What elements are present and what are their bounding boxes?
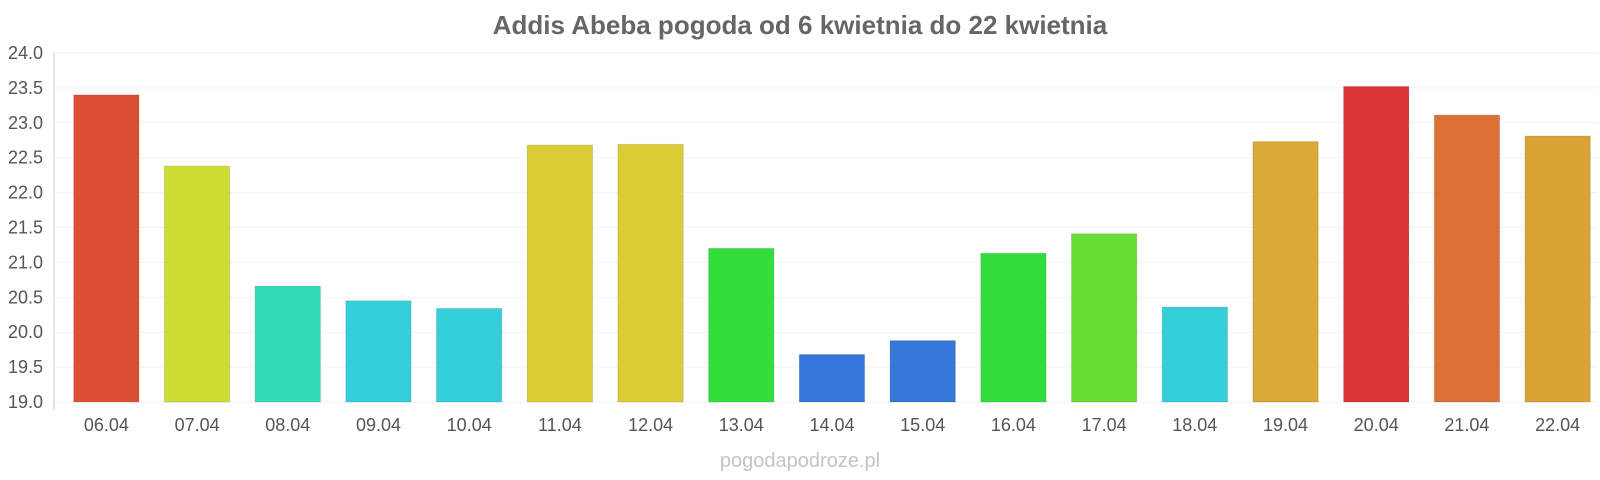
bar-22-04 <box>1524 135 1591 403</box>
bars <box>73 86 1591 403</box>
bar-09-04 <box>345 300 412 403</box>
bar-07-04 <box>163 165 231 403</box>
bar-18-04 <box>1161 306 1228 403</box>
x-tick-label: 06.04 <box>84 415 129 435</box>
y-tick-label: 20.5 <box>8 287 43 307</box>
x-tick-label: 14.04 <box>809 415 854 435</box>
y-tick-label: 22.5 <box>8 148 43 168</box>
bar-21-04 <box>1433 114 1501 403</box>
x-tick-label: 13.04 <box>719 415 764 435</box>
bar-13-04 <box>708 247 775 403</box>
x-tick-label: 15.04 <box>900 415 945 435</box>
x-tick-label: 16.04 <box>991 415 1036 435</box>
x-tick-label: 08.04 <box>265 415 310 435</box>
x-tick-label: 22.04 <box>1535 415 1580 435</box>
x-tick-label: 11.04 <box>538 415 582 435</box>
y-tick-labels: 19.0 19.5 20.0 20.5 21.0 21.5 22.0 22.5 23.0 23.5… <box>8 43 43 412</box>
bar-19-04 <box>1252 141 1319 403</box>
bar-20-04 <box>1343 86 1410 403</box>
y-tick-label: 23.0 <box>8 113 43 133</box>
y-tick-label: 20.0 <box>8 322 43 342</box>
x-tick-label: 20.04 <box>1354 415 1399 435</box>
bar-11-04 <box>526 144 594 403</box>
bar-16-04 <box>980 252 1047 403</box>
x-tick-label: 10.04 <box>447 415 492 435</box>
x-tick-label: 09.04 <box>356 415 401 435</box>
bar-12-04 <box>617 143 684 403</box>
bar-08-04 <box>254 285 321 403</box>
bar-15-04 <box>889 340 956 403</box>
y-tick-label: 19.5 <box>8 357 43 377</box>
bar-06-04 <box>73 94 140 403</box>
bar-14-04 <box>798 354 866 403</box>
x-tick-label: 07.04 <box>175 415 220 435</box>
chart-title: Addis Abeba pogoda od 6 kwietnia do 22 k… <box>492 10 1108 40</box>
y-tick-label: 19.0 <box>8 392 43 412</box>
y-tick-label: 23.5 <box>8 78 43 98</box>
y-tick-label: 22.0 <box>8 183 43 203</box>
y-tick-label: 21.0 <box>8 252 43 272</box>
x-tick-label: 18.04 <box>1172 415 1217 435</box>
x-tick-label: 17.04 <box>1082 415 1127 435</box>
y-tick-label: 24.0 <box>8 43 43 63</box>
watermark: pogodapodroze.pl <box>719 450 881 472</box>
x-tick-label: 12.04 <box>628 415 673 435</box>
y-tick-label: 21.5 <box>8 218 43 238</box>
x-tick-label: 21.04 <box>1444 415 1489 435</box>
bar-10-04 <box>436 308 503 403</box>
x-tick-labels: 06.04 07.04 08.04 09.04 10.04 11.04 12.04 13.04… <box>84 415 1580 435</box>
x-tick-label: 19.04 <box>1263 415 1308 435</box>
bar-17-04 <box>1071 233 1138 403</box>
